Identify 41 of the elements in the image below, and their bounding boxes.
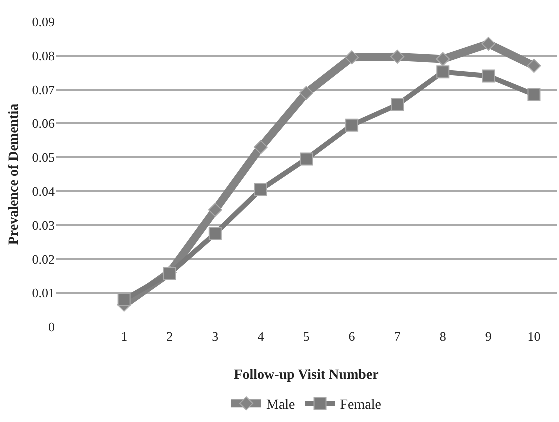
point [208, 203, 222, 218]
y-tick-label: 0.01 [32, 286, 55, 301]
point [208, 227, 222, 240]
x-tick-label: 7 [394, 329, 402, 344]
point [528, 88, 541, 102]
point [391, 98, 404, 112]
point [300, 86, 314, 100]
x-tick-label: 8 [440, 329, 446, 344]
point [436, 66, 450, 79]
point [436, 52, 450, 66]
point [346, 118, 359, 132]
y-tick-label: 0.06 [32, 116, 56, 132]
point [300, 152, 313, 166]
x-tick-label: 10 [528, 329, 541, 344]
point [390, 50, 405, 64]
point [254, 183, 268, 196]
legend-label: Female [340, 398, 382, 414]
y-tick-label: 0.08 [32, 48, 55, 64]
y-tick-label: 0.09 [32, 14, 55, 30]
y-tick-label: 0.03 [32, 218, 55, 233]
x-tick-label: 9 [485, 329, 492, 344]
y-tick-label: 0 [48, 320, 55, 335]
y-axis-title: Prevalence of Dementia [7, 104, 22, 246]
x-tick-label: 3 [212, 329, 219, 344]
y-tick-label: 0.07 [32, 82, 56, 98]
x-tick-label: 5 [303, 329, 310, 344]
point [118, 293, 131, 306]
point [345, 50, 360, 65]
x-axis-title: Follow-up Visit Number [234, 368, 379, 383]
point [527, 59, 542, 74]
x-tick-label: 4 [258, 329, 265, 344]
point [482, 70, 496, 83]
point [482, 37, 496, 52]
x-tick-label: 2 [166, 329, 174, 344]
y-tick-label: 0.02 [32, 252, 55, 267]
x-tick-label: 1 [121, 329, 128, 344]
legend-label: Male [266, 398, 296, 414]
y-tick-label: 0.05 [32, 150, 55, 166]
point [254, 140, 268, 154]
y-tick-label: 0.04 [32, 184, 56, 199]
x-tick-label: 6 [348, 329, 356, 344]
